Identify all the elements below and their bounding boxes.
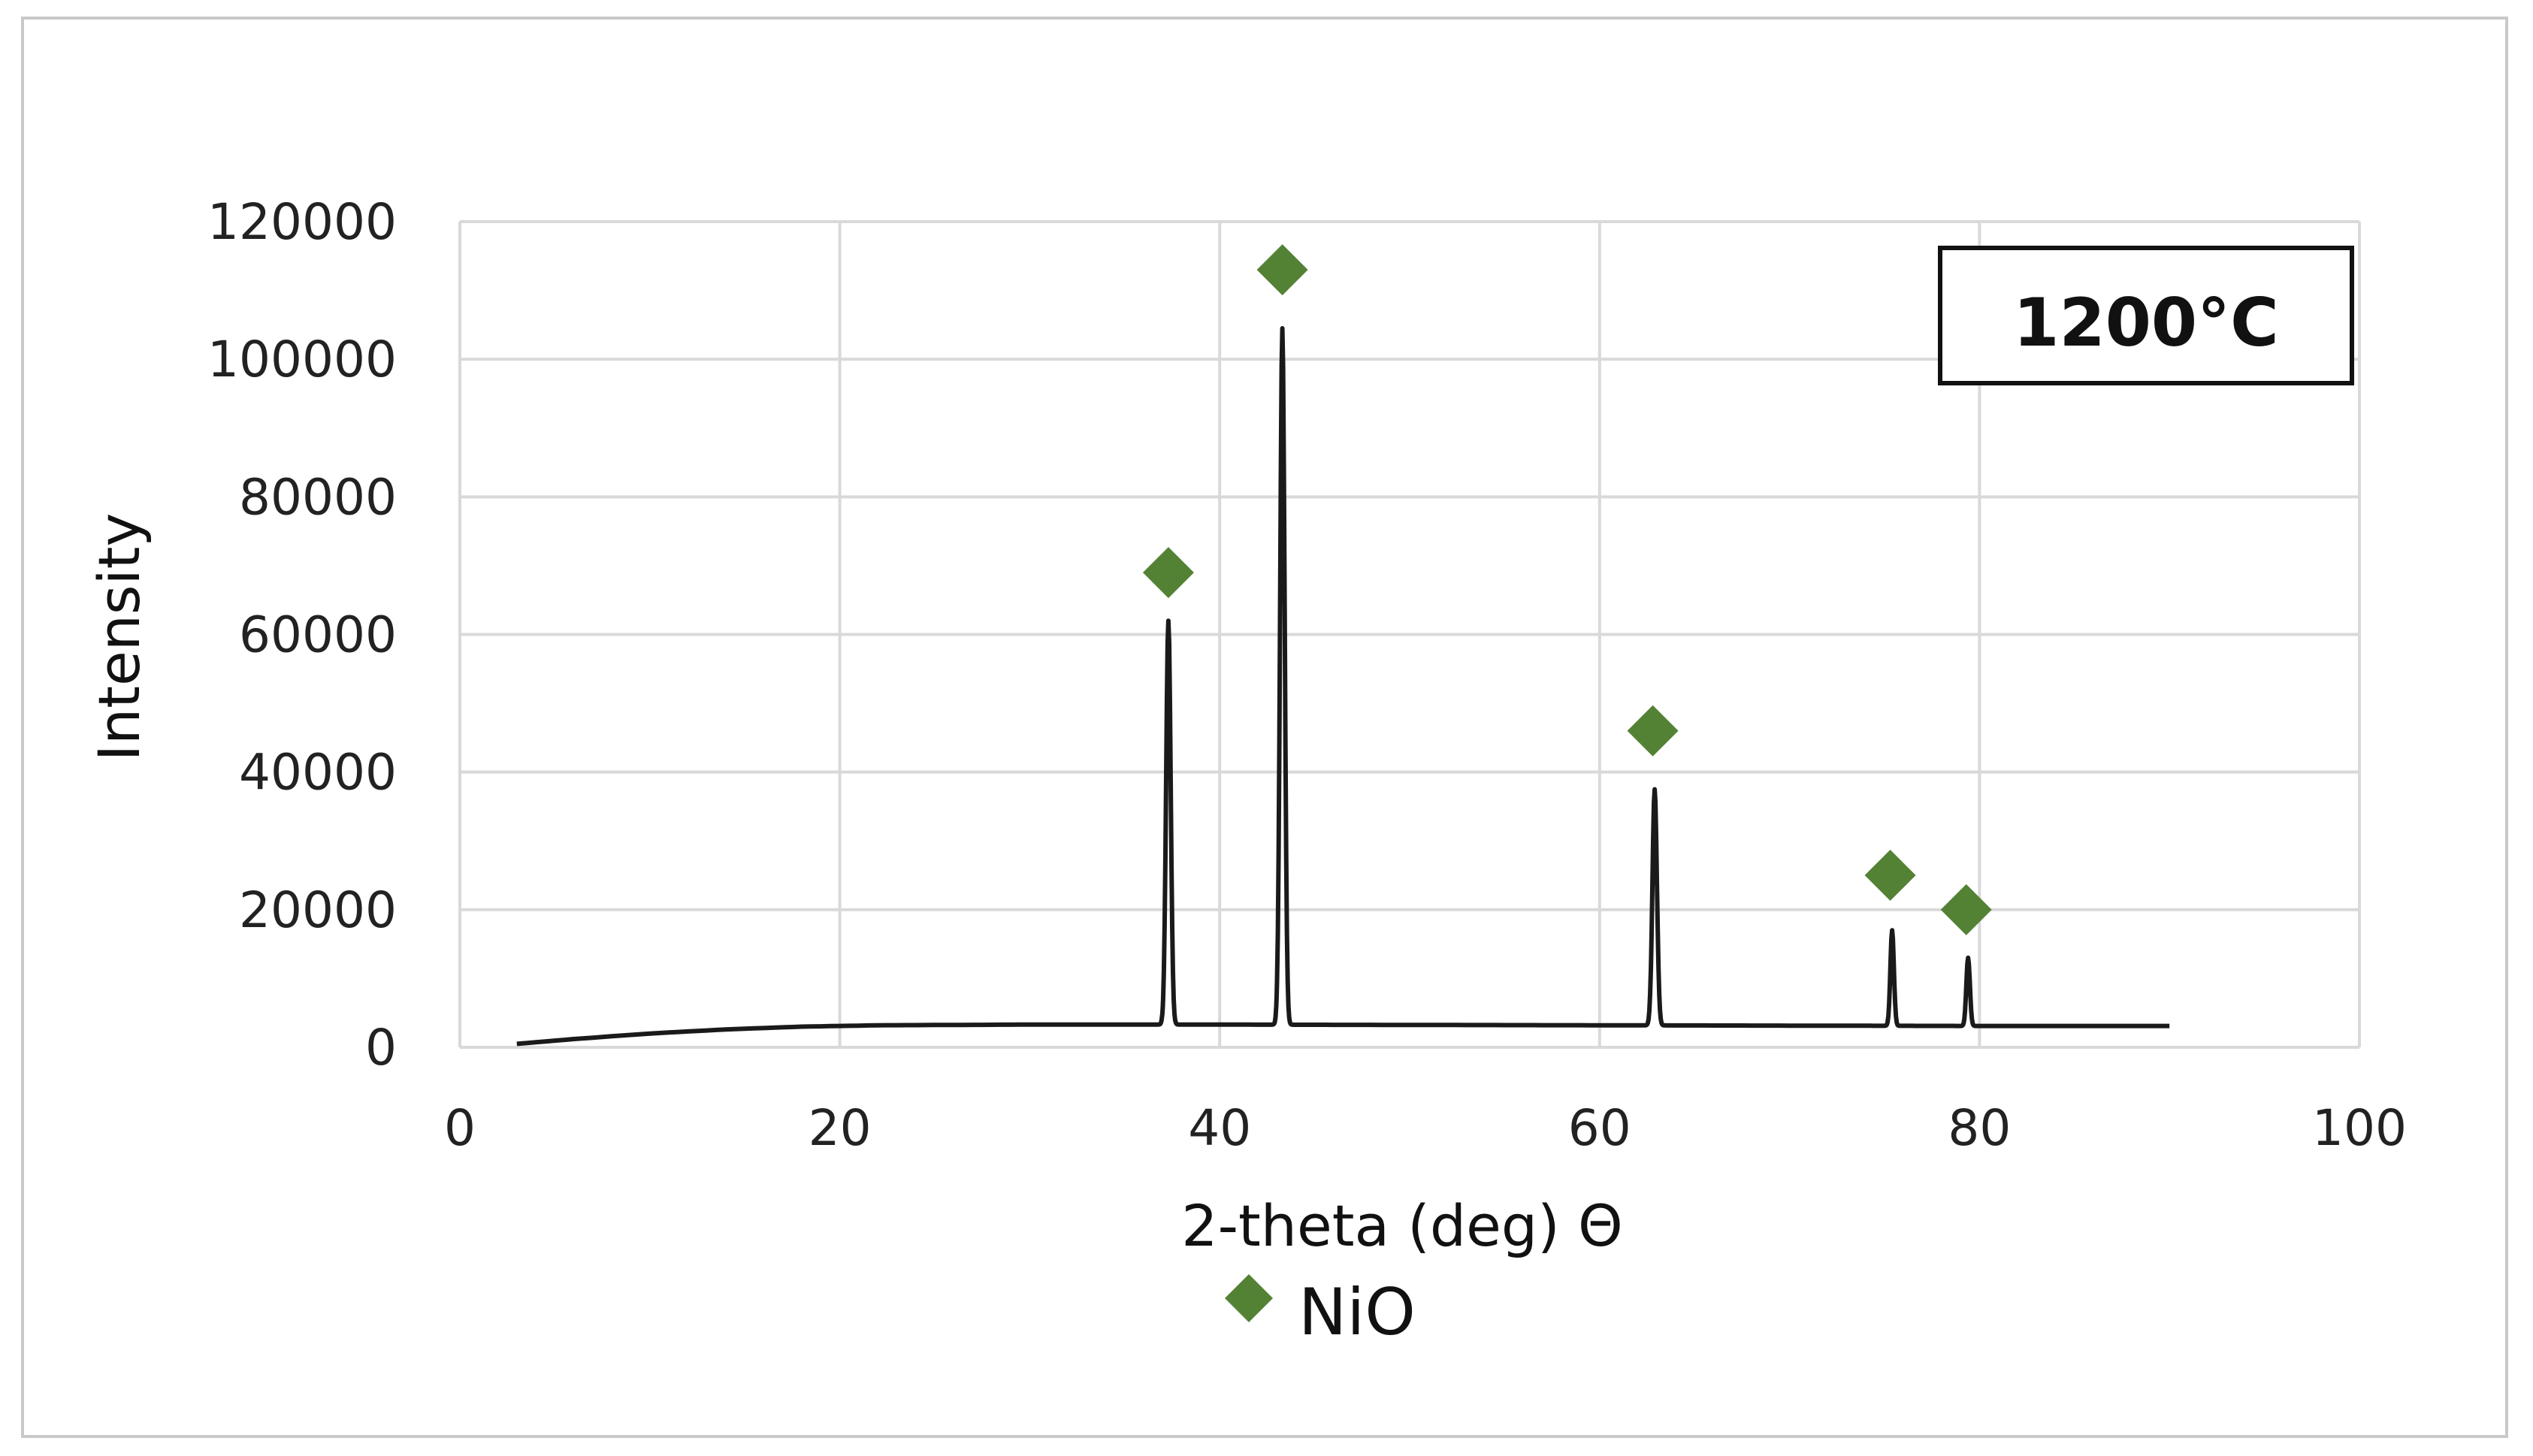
y-tick-label-60000: 60000 [239,606,397,664]
nio-marker-3 [1627,705,1679,757]
nio-marker-1 [1142,547,1194,599]
legend: NiO [1225,1274,1416,1350]
legend-diamond-icon [1225,1274,1273,1322]
x-axis-title: 2-theta (deg) Θ [1181,1192,1623,1259]
nio-marker-5 [1940,884,1992,935]
annotation-border [1938,246,2354,385]
x-tick-label-60: 60 [1568,1099,1631,1157]
series-line-group [516,326,2170,1047]
x-tick-label-100: 100 [2312,1099,2407,1157]
x-tick-label-20: 20 [809,1099,872,1157]
nio-marker-4 [1864,850,1916,902]
y-tick-label-80000: 80000 [239,468,397,526]
annotation-label: 1200°C [2013,284,2279,361]
x-tick-labels: 0 20 40 60 80 100 [444,1099,2407,1157]
y-tick-labels: 0 20000 40000 60000 80000 100000 120000 [207,193,397,1077]
x-tick-label-40: 40 [1188,1099,1251,1157]
y-tick-label-40000: 40000 [239,744,397,802]
annotation-box: 1200°C [1938,246,2354,385]
y-tick-label-0: 0 [365,1019,397,1077]
y-axis-title: Intensity [86,513,153,762]
nio-marker-2 [1256,244,1308,296]
nio-marker-group [1142,244,1992,935]
legend-label-nio: NiO [1298,1275,1416,1350]
y-tick-label-20000: 20000 [239,881,397,939]
x-tick-label-80: 80 [1948,1099,2011,1157]
grid-lines [458,220,2361,1049]
y-tick-label-120000: 120000 [207,193,397,251]
x-tick-label-0: 0 [444,1099,476,1157]
xrd-intensity-line [516,326,2170,1047]
y-tick-label-100000: 100000 [207,331,397,388]
